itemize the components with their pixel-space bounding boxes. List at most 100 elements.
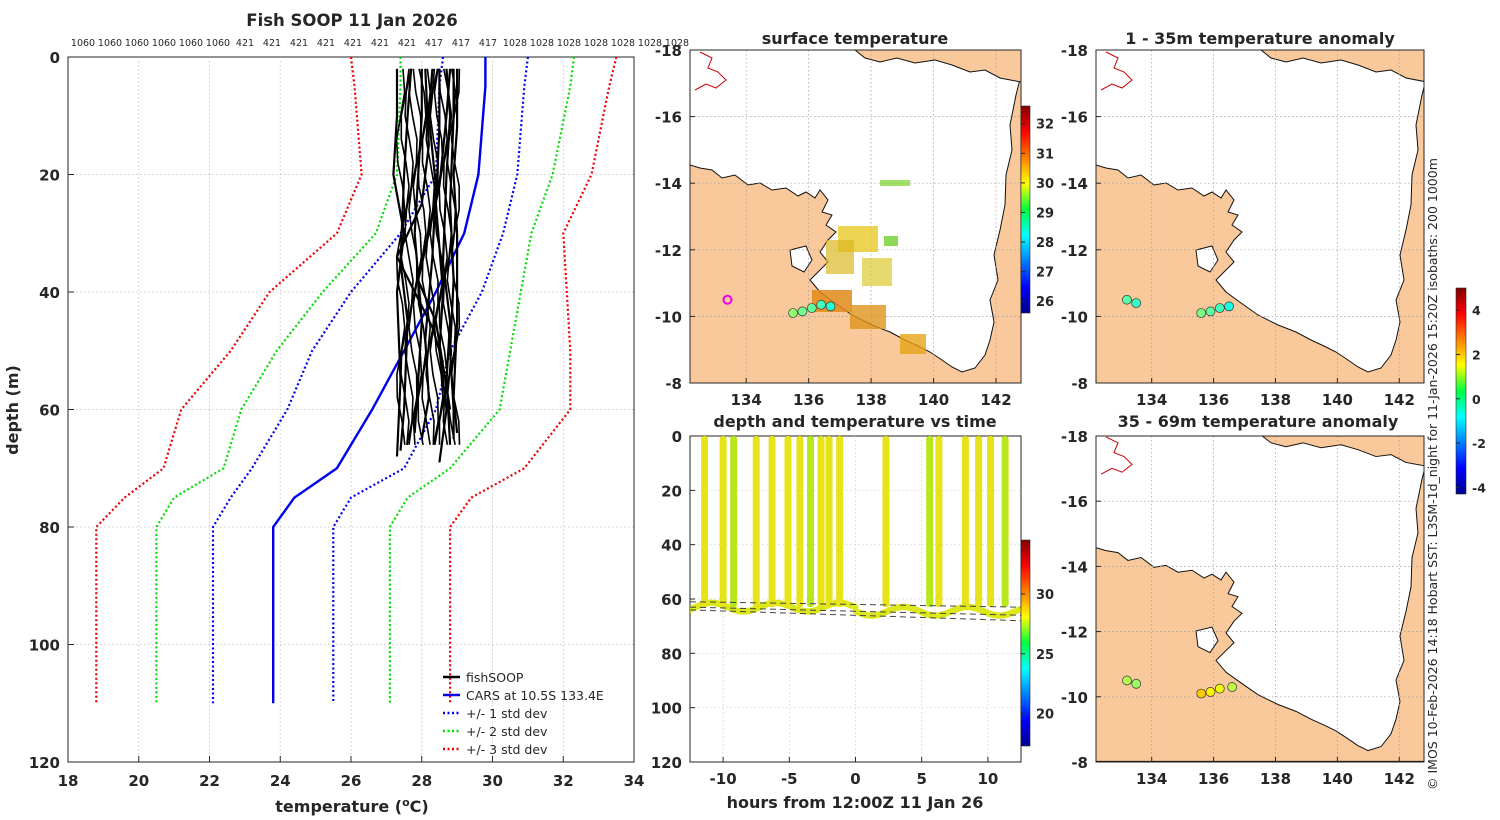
fishsoop-profile-line <box>425 68 436 445</box>
ts-cast <box>987 436 995 608</box>
profile-top-label: 421 <box>317 38 335 49</box>
map-xtick-label: 136 <box>793 391 824 409</box>
anom1-ticks: 134 136 138 140 142 -8 -10 -12 -14 -16 -18 <box>1061 42 1415 409</box>
map-xtick-label: 134 <box>731 391 762 409</box>
timeseries-xlabel: hours from 12:00Z 11 Jan 26 <box>727 793 984 812</box>
ts-colorbar-tick-label: 25 <box>1036 648 1054 663</box>
colorbar-tick-label: 26 <box>1036 295 1054 310</box>
ts-cast <box>730 436 738 608</box>
anom2-panel: 35 - 69m temperature anomaly 134 136 138 14… <box>1061 287 1486 788</box>
map-ytick-label: -18 <box>655 42 682 60</box>
fishsoop-profile-line <box>408 68 418 445</box>
profile-xtick-label: 30 <box>482 772 503 790</box>
legend-label: +/- 2 std dev <box>466 724 548 739</box>
anom-colorbar-tick-label: 2 <box>1472 347 1481 362</box>
fishsoop-profile-line <box>392 68 406 457</box>
profile-top-label: 421 <box>398 38 416 49</box>
ts-colorbar-tick-label: 30 <box>1036 588 1054 603</box>
map-xtick-label: 142 <box>1384 770 1415 788</box>
map-xtick-label: 140 <box>1322 770 1353 788</box>
ts-xtick-label: 10 <box>977 770 998 788</box>
colorbar-tick-label: 30 <box>1036 177 1054 192</box>
map-data-point <box>1131 298 1142 308</box>
profile-xtick-label: 20 <box>128 772 149 790</box>
ts-bottom-trace <box>690 606 1021 616</box>
fishsoop-profile-line <box>421 68 432 445</box>
ts-xtick-label: 5 <box>916 770 926 788</box>
ts-cast <box>1001 436 1009 608</box>
timeseries-panel: depth and temperature vs time -10 -5 0 5 100… <box>651 412 1054 812</box>
profile-grid <box>68 57 634 762</box>
map-ytick-label: -8 <box>1071 754 1088 772</box>
fishsoop-profile-line <box>429 68 440 445</box>
profile-top-label: 1060 <box>152 38 176 49</box>
profile-xtick-label: 32 <box>553 772 574 790</box>
map-ytick-label: -12 <box>1061 242 1088 260</box>
fishsoop-profile-line <box>446 68 457 445</box>
fishsoop-profile-line <box>438 68 449 445</box>
ts-cast <box>806 436 814 608</box>
ts-ytick-label: 120 <box>651 754 682 772</box>
anom1-title: 1 - 35m temperature anomaly <box>1125 29 1395 48</box>
map-xtick-label: 138 <box>855 391 886 409</box>
legend-label: +/- 3 std dev <box>466 742 548 757</box>
profile-top-label: 417 <box>425 38 443 49</box>
ts-cast <box>719 436 727 608</box>
profile-top-label: 1028 <box>557 38 581 49</box>
timeseries-title: depth and temperature vs time <box>713 412 996 431</box>
profile-top-label: 421 <box>371 38 389 49</box>
map-data-point <box>1214 303 1225 313</box>
profile-series-line <box>95 57 363 704</box>
map-xtick-label: 136 <box>1198 391 1229 409</box>
ts-cast <box>784 436 792 608</box>
map-ytick-label: -10 <box>655 308 682 326</box>
fishsoop-profile-line <box>412 68 423 445</box>
profile-xlabel: temperature (oC) <box>275 796 428 816</box>
map-data-point <box>1196 308 1207 318</box>
ts-bottom-trace <box>690 601 1021 608</box>
ts-bottom-trace <box>690 609 1021 622</box>
map-data-point <box>816 299 827 310</box>
map-data-point <box>825 301 836 312</box>
profile-top-label: 1028 <box>665 38 689 49</box>
anomaly-colorbar <box>1455 287 1467 495</box>
profile-ticks: 18 20 22 24 26 28 30 32 34 0 20 40 60 80 100 120 <box>29 49 645 790</box>
map-xtick-label: 142 <box>980 391 1011 409</box>
map-ytick-label: -8 <box>665 375 682 393</box>
ts-cast <box>701 436 709 608</box>
anom1-points <box>1122 294 1234 318</box>
anom1-grid <box>1096 50 1424 383</box>
profile-xtick-label: 24 <box>270 772 291 790</box>
fishsoop-profile-line <box>450 68 461 445</box>
surface-colorbar <box>1020 105 1031 314</box>
profile-series-line <box>388 57 575 704</box>
profile-top-label: 421 <box>344 38 362 49</box>
fishsoop-profile-line <box>404 68 414 445</box>
map-data-point <box>1224 301 1234 312</box>
profile-ytick-label: 100 <box>29 637 60 655</box>
map-ytick-label: -16 <box>1061 109 1088 127</box>
timeseries-colorbar <box>1020 539 1031 747</box>
ts-ytick-label: 80 <box>661 645 682 663</box>
ts-ytick-label: 40 <box>661 537 682 555</box>
legend-label: CARS at 10.5S 133.4E <box>466 688 604 703</box>
map-xtick-label: 140 <box>918 391 949 409</box>
profile-xtick-label: 34 <box>624 772 645 790</box>
map-ytick-label: -16 <box>1061 493 1088 511</box>
profile-xtick-label: 28 <box>411 772 432 790</box>
ts-cast <box>961 436 969 608</box>
anom-colorbar-tick-label: -2 <box>1472 436 1486 451</box>
anom-colorbar-tick-label: 4 <box>1472 303 1481 318</box>
profile-top-label: 421 <box>236 38 254 49</box>
ts-cast <box>752 436 760 608</box>
profile-xtick-label: 26 <box>341 772 362 790</box>
surface-panel: surface temperature 134 136 138 140 142 -8 -10… <box>655 29 1054 409</box>
surface-sst-patches <box>812 180 926 354</box>
map-data-point <box>797 306 808 317</box>
profile-xtick-label: 22 <box>199 772 220 790</box>
ts-xtick-label: -10 <box>710 770 737 788</box>
ts-ytick-label: 0 <box>672 428 682 446</box>
map-ytick-label: -12 <box>1061 624 1088 642</box>
ts-cast <box>926 436 934 608</box>
map-xtick-label: 140 <box>1322 391 1353 409</box>
